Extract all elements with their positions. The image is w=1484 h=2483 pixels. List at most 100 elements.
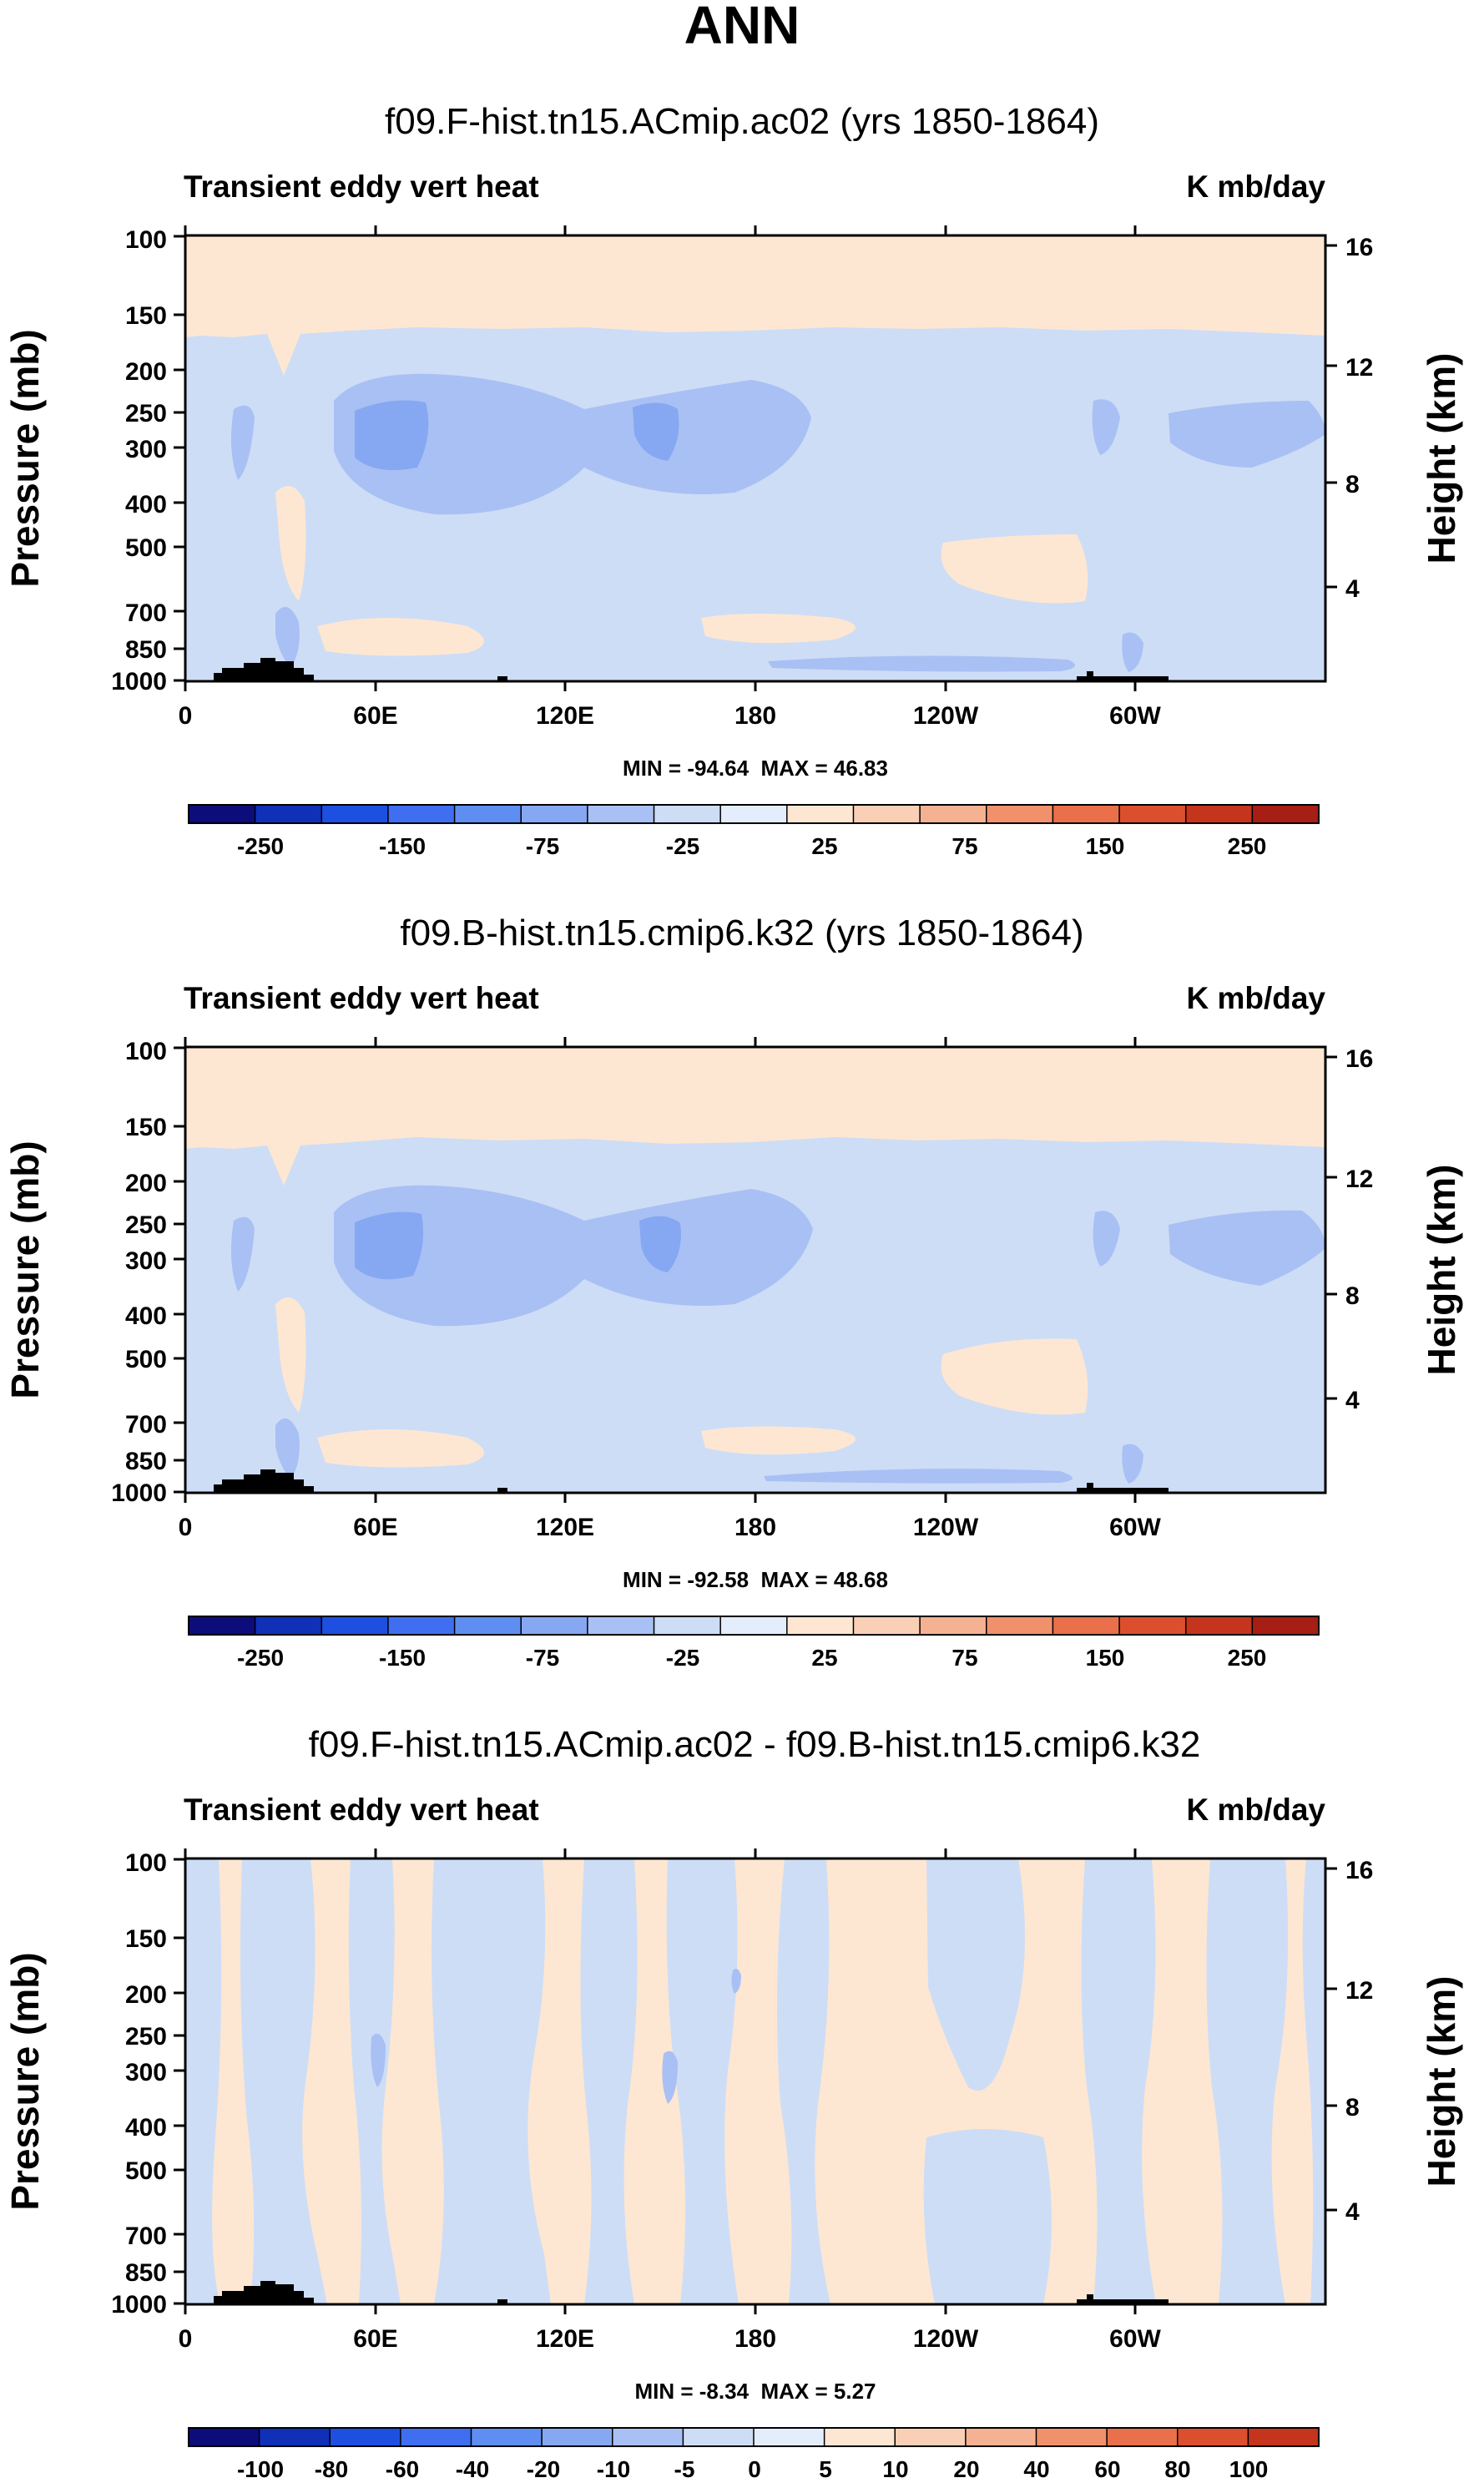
x-tick-label: 120E xyxy=(536,702,594,730)
y-axis-title: Pressure (mb) xyxy=(3,1952,47,2210)
topography xyxy=(214,658,1169,681)
colorbar-cell xyxy=(965,2428,1037,2446)
y-tick-label: 150 xyxy=(125,1114,167,1141)
y-tick-label: 200 xyxy=(125,1170,167,1197)
colorbar-frame xyxy=(188,2427,1320,2447)
colorbar-cell xyxy=(400,2428,472,2446)
panel-title: f09.B-hist.tn15.cmip6.k32 (yrs 1850-1864… xyxy=(400,913,1083,953)
y-tick-label: 100 xyxy=(125,1038,167,1065)
colorbar-cell xyxy=(521,1616,588,1635)
colorbar-cell xyxy=(255,805,322,823)
contour-negative-band-3 xyxy=(348,1858,401,2304)
x-tick-label: 0 xyxy=(179,1514,193,1541)
colorbar-label: -150 xyxy=(379,833,426,859)
colorbar-label: -75 xyxy=(526,1645,559,1671)
contour-negative-band-9 xyxy=(923,2129,1052,2304)
contour-upper-blob-small-1 xyxy=(230,405,255,480)
contour-upper-trough-core-west xyxy=(355,400,429,471)
y-axis-right: 16 12 8 4 Height (km) xyxy=(1325,1857,1463,2226)
colorbar-label: -100 xyxy=(237,2456,284,2482)
panel-left-label: Transient eddy vert heat xyxy=(184,169,539,204)
contour-negative-band-6 xyxy=(666,1858,739,2304)
colorbar-label: 0 xyxy=(748,2456,761,2482)
contour-upper-trough-central xyxy=(584,1189,813,1306)
colorbar: -100 -80 -60 -40 -20 -10 -5 0 5 10 20 40… xyxy=(188,2427,1320,2482)
x-tick-label: 60E xyxy=(353,702,397,730)
contour-upper-blob-small-1 xyxy=(230,1216,255,1292)
y-tick-label: 100 xyxy=(125,226,167,254)
contour-lower-positive-4 xyxy=(941,1338,1088,1415)
colorbar-label: -150 xyxy=(379,1645,426,1671)
y-tick-label: 1000 xyxy=(111,668,167,695)
y-tick-label: 300 xyxy=(125,436,167,463)
colorbar-cell xyxy=(587,1616,655,1635)
y-tick-label: 700 xyxy=(125,2223,167,2250)
colorbar-label: 250 xyxy=(1228,1645,1267,1671)
y-axis-right: 16 12 8 4 Height (km) xyxy=(1325,1045,1463,1414)
colorbar-label: -25 xyxy=(666,1645,699,1671)
y-right-tick-label: 8 xyxy=(1345,1282,1360,1310)
contour-upper-trough-east xyxy=(1169,401,1325,468)
contour-negative-band-8 xyxy=(926,1858,1025,2091)
colorbar-cell xyxy=(321,805,389,823)
colorbar-cell xyxy=(986,1616,1054,1635)
colorbar-label: -25 xyxy=(666,833,699,859)
colorbar-cell xyxy=(1119,805,1187,823)
colorbar-label: -250 xyxy=(237,1645,284,1671)
colorbar-label: 40 xyxy=(1023,2456,1049,2482)
colorbar-label: -60 xyxy=(386,2456,419,2482)
colorbar-label: 5 xyxy=(819,2456,832,2482)
y-axis-left: 100 150 200 250 300 400 500 700 850 1000… xyxy=(3,226,185,695)
colorbar-frame xyxy=(188,1616,1320,1636)
colorbar-label: 20 xyxy=(953,2456,979,2482)
colorbar-label: 150 xyxy=(1086,1645,1125,1671)
y-right-tick-label: 12 xyxy=(1345,1166,1373,1193)
contour-negative-blob-1 xyxy=(371,2033,386,2087)
colorbar-cells xyxy=(189,1616,1320,1635)
x-axis: 0 60E 120E 180 120W 60W xyxy=(179,1848,1162,2353)
colorbar-label: -75 xyxy=(526,833,559,859)
colorbar-label: -250 xyxy=(237,833,284,859)
contour-boundary-negative-1 xyxy=(275,1418,300,1479)
colorbar-label: 100 xyxy=(1229,2456,1269,2482)
colorbar-cell xyxy=(1252,1616,1320,1635)
y-tick-label: 200 xyxy=(125,358,167,386)
colorbar-cell xyxy=(1119,1616,1187,1635)
panel-3: f09.F-hist.tn15.ACmip.ac02 - f09.B-hist.… xyxy=(3,1724,1463,2482)
x-tick-label: 60W xyxy=(1109,1514,1161,1541)
y-right-tick-label: 16 xyxy=(1345,1857,1373,1884)
contour-upper-blob-small-2 xyxy=(1093,1211,1120,1267)
colorbar-cell xyxy=(920,805,987,823)
colorbar-cells xyxy=(189,2428,1320,2446)
contour-stratosphere-positive xyxy=(185,1047,1325,1186)
colorbar-cell xyxy=(754,2428,825,2446)
colorbar-cell xyxy=(986,805,1054,823)
plot-area xyxy=(185,1047,1325,1493)
colorbar-cell xyxy=(1052,805,1120,823)
min-max-stats: MIN = -92.58 MAX = 48.68 xyxy=(623,1567,888,1592)
y-tick-label: 100 xyxy=(125,1849,167,1877)
x-tick-label: 120W xyxy=(913,2325,979,2353)
x-tick-label: 60E xyxy=(353,1514,397,1541)
colorbar-cell xyxy=(786,805,855,823)
contour-lower-positive-1 xyxy=(275,1297,306,1413)
y-tick-label: 500 xyxy=(125,2157,167,2185)
colorbar-cell xyxy=(720,1616,788,1635)
colorbar-cell xyxy=(330,2428,401,2446)
colorbar-cell xyxy=(853,805,921,823)
topography xyxy=(214,2281,1169,2304)
colorbar-cell xyxy=(387,1616,456,1635)
y-right-axis-title: Height (km) xyxy=(1420,353,1463,564)
y-tick-label: 250 xyxy=(125,1211,167,1239)
colorbar-cell xyxy=(1248,2428,1320,2446)
colorbar-cell xyxy=(1185,1616,1253,1635)
contour-boundary-negative-2 xyxy=(1122,1444,1143,1484)
y-tick-label: 400 xyxy=(125,491,167,518)
colorbar-cell xyxy=(1185,805,1253,823)
y-tick-label: 700 xyxy=(125,1411,167,1439)
colorbar-cell xyxy=(786,1616,855,1635)
colorbar-cell xyxy=(1052,1616,1120,1635)
y-tick-label: 300 xyxy=(125,2059,167,2086)
y-axis-right: 16 12 8 4 Height (km) xyxy=(1325,234,1463,603)
